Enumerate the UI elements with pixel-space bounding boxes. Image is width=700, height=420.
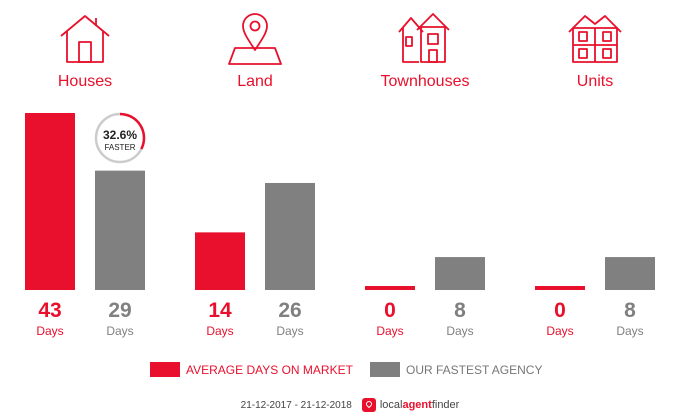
bar-townhouses-average (365, 286, 415, 290)
bar-unit-land-fastest: Days (276, 324, 303, 338)
bar-unit-units-average: Days (546, 324, 573, 338)
localagentfinder-logo-icon (361, 398, 376, 412)
townhouses-icon (398, 13, 450, 63)
house-icon (60, 15, 110, 63)
bar-land-fastest (265, 182, 315, 290)
category-label-houses: Houses (57, 73, 113, 90)
faster-badge-percent: 32.6% (103, 128, 137, 142)
legend-average-days: AVERAGE DAYS ON MARKET (150, 362, 353, 377)
footer: 21-12-2017 - 21-12-2018 localagentfinder (0, 398, 700, 412)
bar-unit-land-average: Days (206, 324, 233, 338)
legend-label-average-days: AVERAGE DAYS ON MARKET (186, 362, 353, 377)
bar-value-houses-fastest: 29 (108, 299, 131, 322)
bar-value-houses-average: 43 (38, 299, 61, 322)
legend-fastest-agency: OUR FASTEST AGENCY (370, 362, 542, 377)
bar-unit-townhouses-average: Days (376, 324, 403, 338)
bar-value-units-average: 0 (554, 299, 566, 322)
bar-houses-average (25, 113, 75, 290)
bar-townhouses-fastest (435, 257, 485, 290)
brand-local: local (379, 399, 403, 411)
brand-finder: finder (431, 399, 460, 411)
bar-units-fastest (605, 257, 655, 290)
legend-label-fastest-agency: OUR FASTEST AGENCY (406, 362, 543, 377)
faster-badge: 32.6%FASTER (94, 112, 146, 164)
bar-unit-houses-average: Days (36, 324, 63, 338)
bar-value-townhouses-fastest: 8 (454, 299, 466, 322)
units-icon (568, 15, 622, 63)
bar-houses-fastest (95, 170, 145, 290)
bar-units-average (535, 286, 585, 290)
bar-unit-houses-fastest: Days (106, 324, 133, 338)
bar-value-townhouses-average: 0 (384, 299, 396, 322)
category-label-units: Units (576, 73, 614, 90)
category-label-land: Land (237, 73, 273, 90)
bar-land-average (195, 232, 245, 290)
legend-swatch-gray (370, 362, 400, 377)
brand-agent: agent (402, 399, 432, 411)
land-pin-icon (228, 13, 282, 65)
faster-badge-arc (119, 112, 146, 150)
bar-value-units-fastest: 8 (624, 299, 636, 322)
date-range: 21-12-2017 - 21-12-2018 (240, 399, 352, 411)
bar-value-land-average: 14 (208, 299, 232, 322)
category-label-townhouses: Townhouses (380, 73, 470, 90)
faster-badge-label: FASTER (104, 143, 135, 152)
bar-unit-townhouses-fastest: Days (446, 324, 473, 338)
bar-value-land-fastest: 26 (278, 299, 301, 322)
bar-unit-units-fastest: Days (616, 324, 643, 338)
legend-swatch-red (150, 362, 180, 377)
bar-chart: 43 Days 29 Days 14 Days 26 Days 0 Days 8 Days 0 Days 8… (25, 112, 655, 338)
brand-logo: localagentfinder (361, 398, 460, 412)
